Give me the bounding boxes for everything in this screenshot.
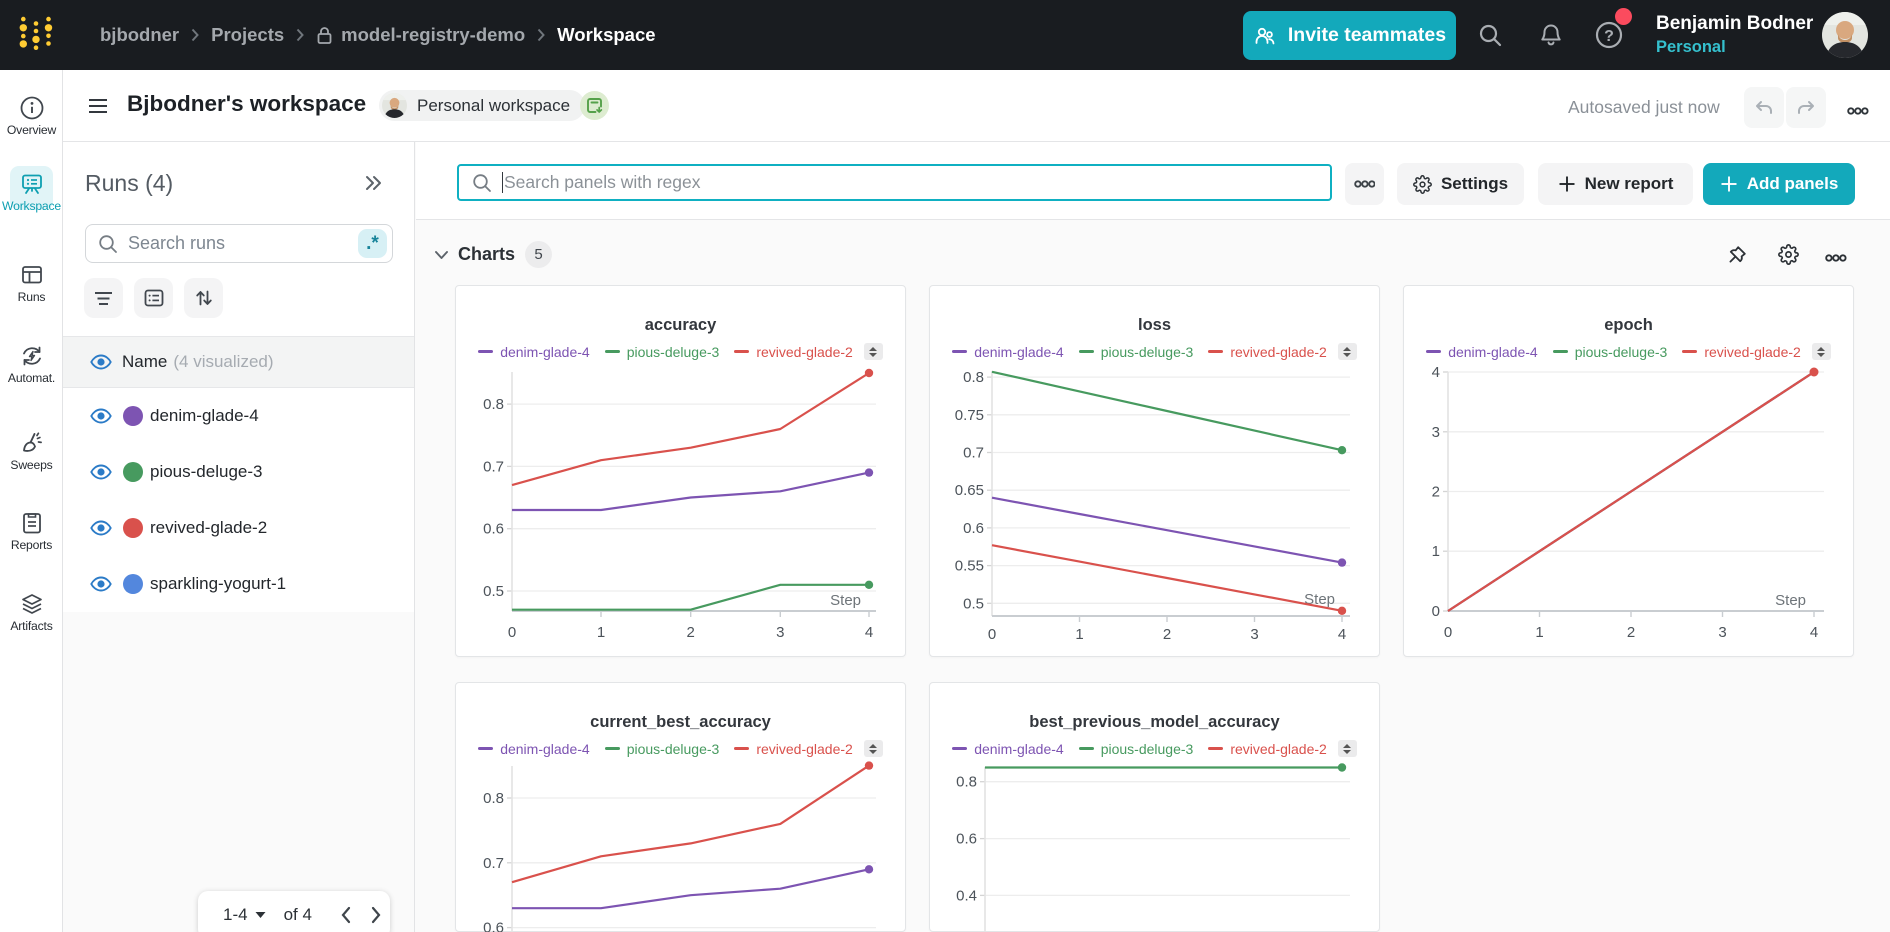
svg-text:0.75: 0.75 — [955, 407, 984, 424]
svg-text:0: 0 — [988, 626, 996, 643]
svg-text:Step: Step — [1775, 592, 1806, 609]
svg-text:0.8: 0.8 — [963, 369, 984, 386]
svg-text:1: 1 — [1535, 624, 1543, 641]
svg-text:4: 4 — [865, 624, 873, 641]
svg-text:0.7: 0.7 — [483, 855, 504, 872]
svg-text:2: 2 — [1627, 624, 1635, 641]
svg-text:4: 4 — [1810, 624, 1818, 641]
svg-text:0.8: 0.8 — [483, 396, 504, 413]
svg-text:0.8: 0.8 — [483, 790, 504, 807]
svg-text:2: 2 — [687, 624, 695, 641]
svg-text:0: 0 — [508, 624, 516, 641]
svg-text:4: 4 — [1338, 626, 1346, 643]
svg-text:0.8: 0.8 — [956, 774, 977, 791]
svg-text:4: 4 — [1432, 364, 1440, 381]
svg-text:0.5: 0.5 — [483, 583, 504, 600]
svg-text:0: 0 — [1432, 603, 1440, 620]
svg-text:1: 1 — [1075, 626, 1083, 643]
svg-text:0.5: 0.5 — [963, 595, 984, 612]
svg-text:3: 3 — [776, 624, 784, 641]
svg-text:0.6: 0.6 — [483, 521, 504, 538]
svg-text:0.7: 0.7 — [483, 458, 504, 475]
svg-text:0.6: 0.6 — [483, 920, 504, 932]
svg-text:2: 2 — [1163, 626, 1171, 643]
svg-text:0.7: 0.7 — [963, 445, 984, 462]
svg-text:0.6: 0.6 — [963, 520, 984, 537]
svg-text:1: 1 — [1432, 543, 1440, 560]
svg-text:Step: Step — [830, 592, 861, 609]
svg-text:3: 3 — [1250, 626, 1258, 643]
svg-text:0.4: 0.4 — [956, 887, 977, 904]
svg-text:0.6: 0.6 — [956, 831, 977, 848]
svg-text:0: 0 — [1444, 624, 1452, 641]
svg-text:?: ? — [1604, 28, 1614, 45]
svg-text:Step: Step — [1304, 591, 1335, 608]
svg-text:2: 2 — [1432, 484, 1440, 501]
svg-text:3: 3 — [1432, 424, 1440, 441]
svg-text:0.55: 0.55 — [955, 558, 984, 575]
svg-text:3: 3 — [1718, 624, 1726, 641]
svg-text:0.65: 0.65 — [955, 482, 984, 499]
svg-text:1: 1 — [597, 624, 605, 641]
